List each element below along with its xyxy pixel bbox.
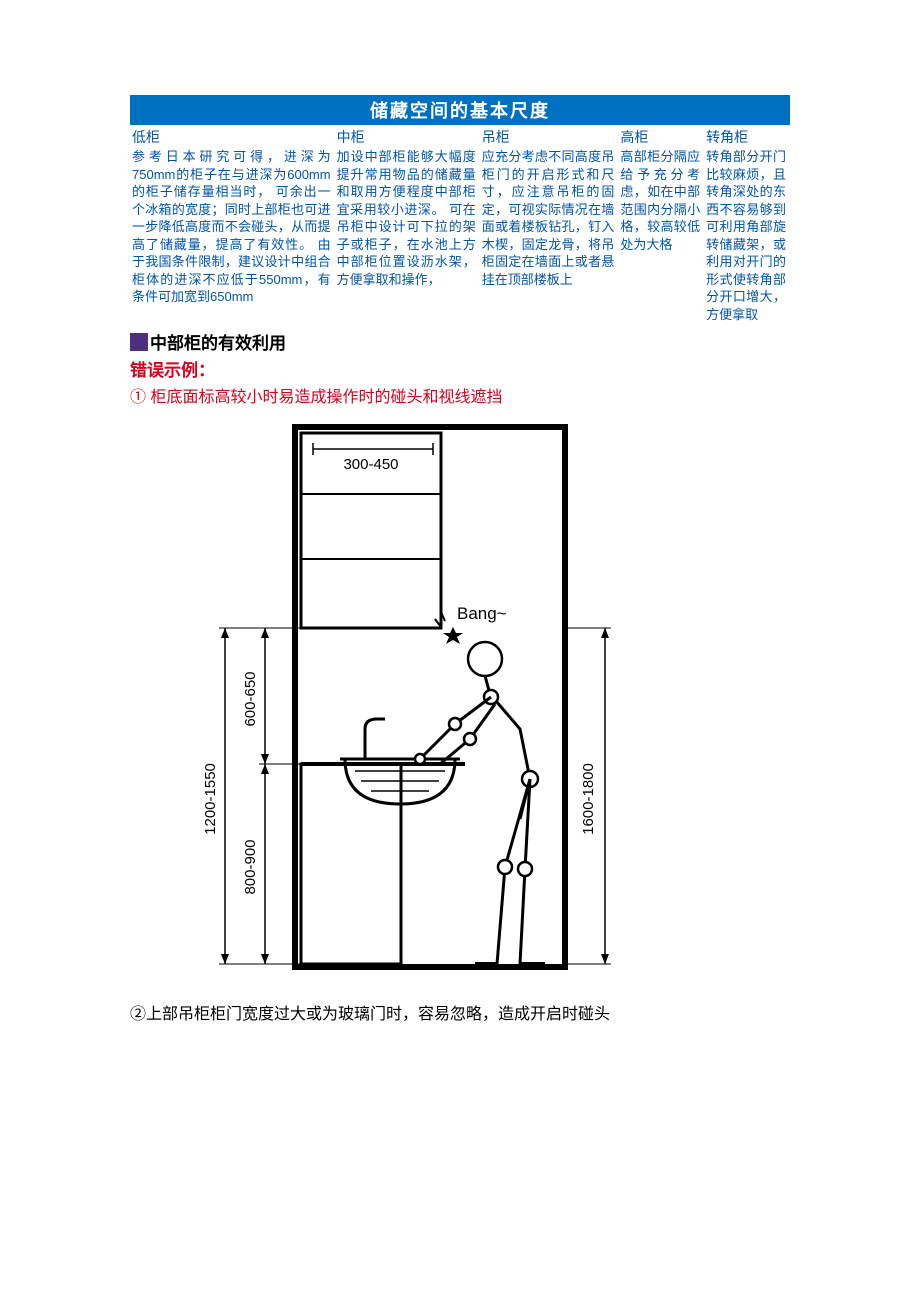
- section-marker-icon: [130, 333, 148, 351]
- col-body: 高部柜分隔应给予充分考虑，如在中部范围内分隔小格，较高较低处为大格: [618, 148, 704, 325]
- col-header: 转角柜: [704, 125, 790, 148]
- table-title: 储藏空间的基本尺度: [130, 95, 790, 125]
- col-body: 转角部分开门比较麻烦，且转角深处的东西不容易够到可利用角部旋转储藏架，或利用对开…: [704, 148, 790, 325]
- table-body-row: 参考日本研究可得，进深为750mm的柜子在与进深为600mm的柜子储存量相当时，…: [130, 148, 790, 325]
- section-title: 中部柜的有效利用: [150, 329, 286, 354]
- col-header: 高柜: [618, 125, 704, 148]
- dim-top-depth: 300-450: [343, 456, 398, 473]
- section-heading: 中部柜的有效利用: [130, 329, 790, 354]
- error-point-2: ②上部吊柜柜门宽度过大或为玻璃门时，容易忽略，造成开启时碰头: [130, 1000, 790, 1024]
- dim-total-left: 1200-1550: [202, 764, 219, 836]
- error-example-label: 错误示例：: [130, 356, 790, 381]
- table-header-row: 低柜 中柜 吊柜 高柜 转角柜: [130, 125, 790, 148]
- dim-right: 1600-1800: [580, 764, 597, 836]
- col-header: 中柜: [335, 125, 480, 148]
- person-icon: [415, 642, 545, 964]
- col-body: 应充分考虑不同高度吊柜门的开启形式和尺寸，应注意吊柜的固定，可视实际情况在墙面或…: [480, 148, 619, 325]
- bang-annotation: Bang~: [457, 604, 507, 623]
- dim-upper-left: 600-650: [242, 672, 259, 727]
- col-header: 吊柜: [480, 125, 619, 148]
- cabinet-diagram: 300-450 Bang~: [185, 419, 635, 982]
- col-body: 参考日本研究可得，进深为750mm的柜子在与进深为600mm的柜子储存量相当时，…: [130, 148, 335, 325]
- dimensions-table: 储藏空间的基本尺度 低柜 中柜 吊柜 高柜 转角柜 参考日本研究可得，进深为75…: [130, 95, 790, 325]
- cabinet-table: 低柜 中柜 吊柜 高柜 转角柜 参考日本研究可得，进深为750mm的柜子在与进深…: [130, 125, 790, 325]
- error-point-1: ① 柜底面标高较小时易造成操作时的碰头和视线遮挡: [130, 383, 790, 407]
- diagram-svg: 300-450 Bang~: [185, 419, 635, 979]
- dim-lower-left: 800-900: [242, 840, 259, 895]
- col-body: 加设中部柜能够大幅度提升常用物品的储藏量和取用方便程度中部柜宜采用较小进深。 可…: [335, 148, 480, 325]
- col-header: 低柜: [130, 125, 335, 148]
